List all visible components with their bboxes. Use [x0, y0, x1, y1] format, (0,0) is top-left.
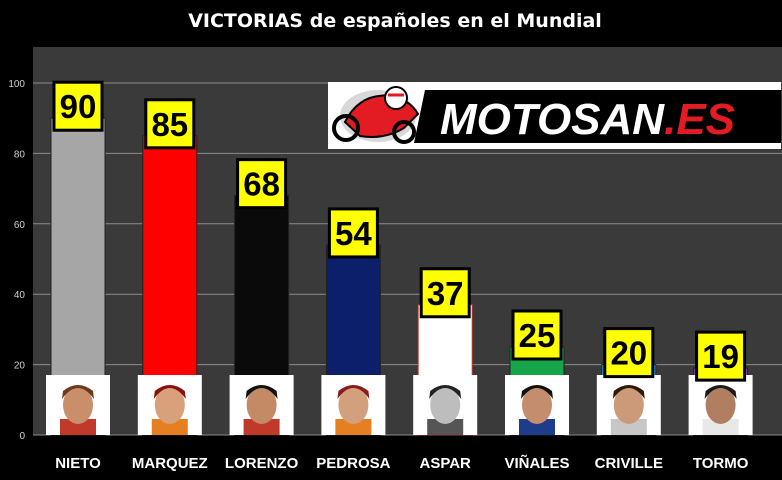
data-label-box [419, 267, 471, 319]
y-axis-ticks: 0 20 40 60 80 100 [8, 79, 25, 442]
y-tick-label: 40 [14, 290, 26, 301]
category-label: NIETO [55, 455, 101, 472]
category-label: VIÑALES [504, 454, 569, 472]
data-label: 25 [519, 317, 556, 354]
rider-photo [137, 375, 202, 435]
data-label-box [603, 327, 655, 379]
rider-photo [46, 375, 110, 435]
data-label-box [144, 98, 196, 150]
data-label-box [52, 80, 104, 132]
data-label-box [327, 207, 379, 259]
data-label: 37 [427, 275, 464, 312]
data-label-box [695, 330, 747, 382]
motorcycle-rider-icon [332, 86, 420, 144]
category-label: CRIVILLE [595, 455, 663, 472]
rider-photo [321, 375, 386, 435]
rider-photo [596, 375, 661, 435]
category-label: MARQUEZ [132, 455, 208, 472]
y-tick-label: 100 [8, 79, 25, 90]
category-label: ASPAR [419, 455, 471, 472]
chart-title: VICTORIAS de españoles en el Mundial [188, 10, 602, 32]
logo-slash-bar [414, 90, 781, 143]
y-tick-label: 80 [14, 149, 26, 160]
category-labels: NIETO MARQUEZ LORENZO PEDROSA ASPAR VIÑALES CR… [55, 454, 748, 472]
rider-photo [229, 375, 294, 435]
data-label: 19 [702, 338, 739, 375]
data-labels: 90 85 68 54 37 25 20 19 [52, 80, 747, 382]
motosan-logo: MOTOSAN.ES [328, 82, 781, 149]
logo-text: MOTOSAN.ES [440, 95, 735, 144]
y-tick-label: 20 [14, 361, 26, 372]
rider-photo [505, 375, 569, 435]
data-label: 20 [610, 335, 647, 372]
logo-main: MOTOSAN [440, 95, 665, 144]
data-label: 85 [151, 106, 188, 143]
data-label-box [511, 309, 563, 361]
rider-photo [688, 375, 753, 435]
category-label: LORENZO [225, 455, 299, 472]
logo-suffix: .ES [664, 95, 735, 144]
data-label: 54 [335, 215, 372, 252]
rider-photos [46, 375, 753, 435]
rider-photo [413, 375, 478, 435]
data-label: 68 [243, 166, 280, 203]
data-label-box [236, 158, 288, 210]
data-label: 90 [60, 88, 97, 125]
category-label: TORMO [693, 455, 749, 472]
category-label: PEDROSA [316, 455, 390, 472]
y-tick-label: 60 [14, 220, 26, 231]
y-tick-label: 0 [19, 431, 25, 442]
